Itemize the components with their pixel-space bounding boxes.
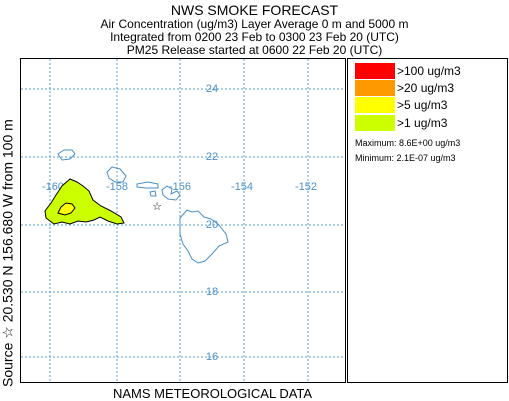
lat-label-22: 22: [206, 151, 218, 163]
map-title: NWS SMOKE FORECAST: [170, 2, 339, 18]
integration-period: Integrated from 0200 23 Feb to 0300 23 F…: [110, 30, 399, 44]
legend-swatch-1: [355, 115, 395, 131]
lat-label-24: 24: [206, 83, 218, 95]
legend-frame: [347, 58, 508, 383]
plume-contour-5ug: [57, 202, 76, 216]
source-marker-icon: ☆: [152, 200, 162, 213]
legend-label-100: >100 ug/m3: [397, 64, 461, 78]
molokai-coast: [136, 181, 159, 189]
coastlines: [57, 149, 229, 264]
legend-item-1: >1 ug/m3: [355, 115, 505, 131]
niihau-coast: [57, 149, 76, 161]
legend-item-100: >100 ug/m3: [355, 63, 505, 79]
legend-label-5: >5 ug/m3: [397, 98, 448, 112]
hawaii-coast: [179, 209, 229, 264]
lat-label-20: 20: [206, 219, 218, 231]
legend-swatch-20: [355, 80, 395, 96]
minimum-value: Minimum: 2.1E-07 ug/m3: [355, 153, 456, 163]
legend-item-20: >20 ug/m3: [355, 80, 505, 96]
lon-label-152: -152: [295, 181, 317, 193]
maui-coast: [161, 185, 181, 201]
legend-label-20: >20 ug/m3: [397, 81, 455, 95]
lat-label-18: 18: [206, 286, 218, 298]
legend-item-5: >5 ug/m3: [355, 97, 505, 113]
legend-label-1: >1 ug/m3: [397, 116, 448, 130]
lon-label-160: -160: [42, 181, 64, 193]
graticule: [21, 59, 345, 382]
lat-label-16: 16: [206, 351, 218, 363]
source-location-label: Source ☆ 20.530 N 156.680 W from 100 m: [0, 119, 16, 387]
lanai-coast: [149, 190, 157, 197]
legend-swatch-5: [355, 97, 395, 113]
lon-label-156: -156: [169, 181, 191, 193]
lon-label-158: -158: [106, 181, 128, 193]
concentration-description: Air Concentration (ug/m3) Layer Average …: [100, 17, 409, 31]
map-panel: 24 22 20 18 16 -160 -158 -156 -154 -152 …: [20, 58, 346, 383]
legend-swatch-100: [355, 63, 395, 79]
data-source-footer: NAMS METEOROLOGICAL DATA: [112, 386, 313, 401]
release-start: PM25 Release started at 0600 22 Feb 20 (…: [126, 43, 383, 57]
oahu-coast: [106, 166, 127, 183]
smoke-plume: [44, 178, 125, 225]
maximum-value: Maximum: 8.6E+00 ug/m3: [355, 138, 461, 148]
lon-label-154: -154: [231, 181, 253, 193]
legend-panel: >100 ug/m3 >20 ug/m3 >5 ug/m3 >1 ug/m3 M…: [347, 58, 508, 383]
